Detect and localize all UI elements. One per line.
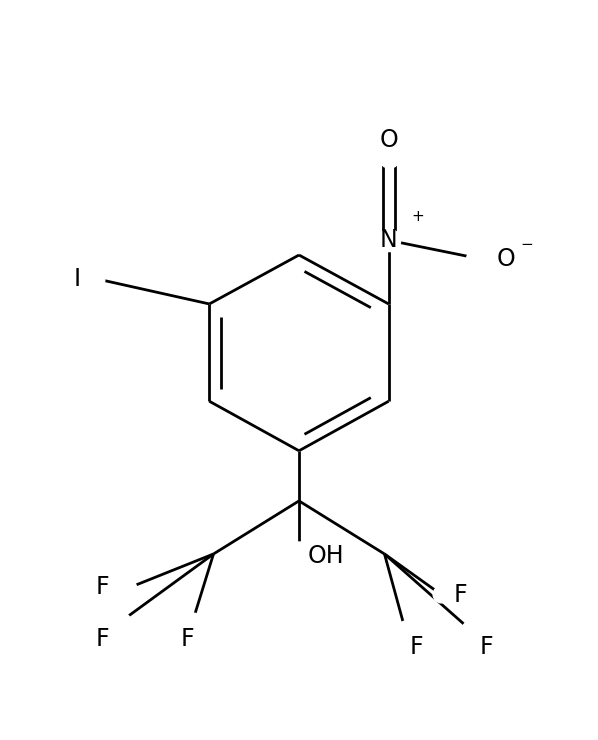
Text: F: F	[453, 583, 467, 608]
Text: O: O	[496, 247, 515, 271]
Text: F: F	[480, 636, 493, 659]
Text: OH: OH	[308, 544, 344, 568]
Text: F: F	[96, 627, 109, 650]
Text: O: O	[379, 128, 398, 152]
Text: +: +	[411, 209, 424, 223]
Text: F: F	[96, 575, 109, 599]
Text: N: N	[380, 228, 398, 252]
Text: F: F	[180, 627, 194, 650]
Text: −: −	[521, 237, 533, 252]
Text: I: I	[74, 266, 81, 291]
Text: F: F	[410, 636, 424, 659]
